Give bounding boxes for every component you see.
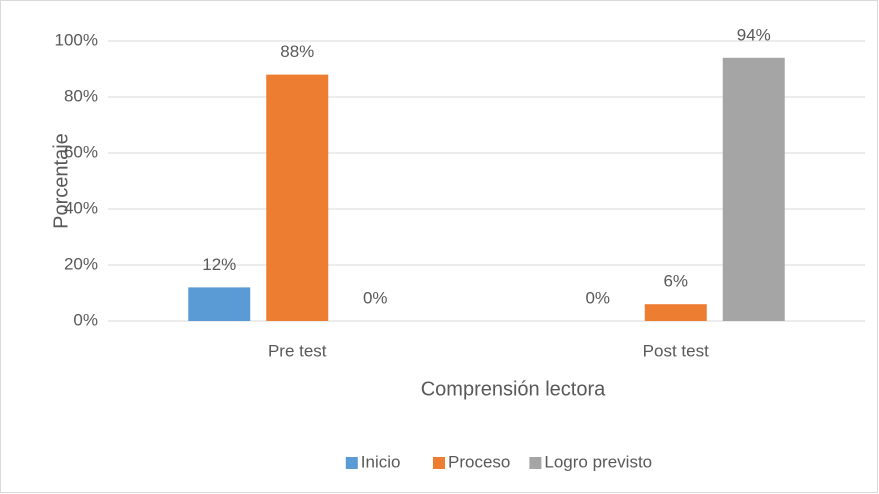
data-label: 0% — [585, 288, 610, 307]
data-label: 94% — [737, 25, 771, 44]
bar — [188, 287, 251, 321]
y-tick-label: 40% — [64, 198, 98, 217]
y-tick-label: 0% — [73, 310, 98, 329]
y-tick-label: 20% — [64, 254, 98, 273]
data-label: 12% — [202, 255, 236, 274]
legend-label: Logro previsto — [544, 452, 652, 471]
bar — [722, 57, 785, 322]
y-tick-label: 100% — [55, 30, 98, 49]
y-tick-label: 60% — [64, 142, 98, 161]
data-label: 6% — [663, 272, 688, 291]
data-label: 88% — [280, 42, 314, 61]
legend-label: Proceso — [448, 452, 510, 471]
legend-swatch — [529, 457, 542, 469]
bar — [644, 304, 707, 321]
legend-swatch — [345, 457, 358, 469]
y-tick-label: 80% — [64, 86, 98, 105]
legend-swatch — [433, 457, 445, 469]
x-tick-label: Pre test — [268, 341, 327, 360]
y-axis-title: Porcentaje — [50, 133, 72, 229]
x-tick-label: Post test — [643, 341, 709, 360]
legend-label: Inicio — [361, 452, 401, 471]
data-label: 0% — [363, 288, 388, 307]
bar — [266, 74, 329, 321]
x-axis-title: Comprensión lectora — [421, 378, 606, 400]
